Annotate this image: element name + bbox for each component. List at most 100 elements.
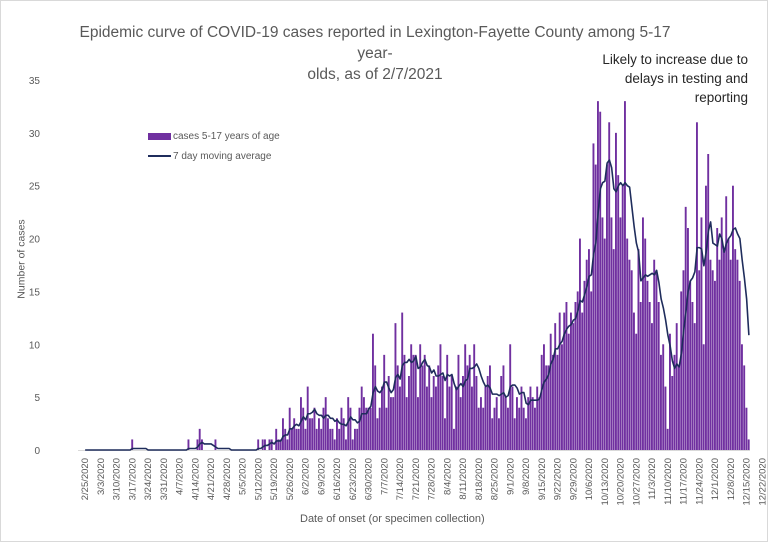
x-tick-label: 8/11/2020: [458, 458, 469, 500]
bar: [711, 270, 714, 450]
y-tick-label: 25: [29, 182, 41, 193]
bar: [637, 249, 640, 450]
bar: [698, 270, 701, 450]
x-tick-label: 7/14/2020: [395, 458, 406, 500]
bar: [565, 302, 568, 450]
chart-title-line-2: olds, as of 2/7/2021: [307, 66, 443, 83]
bar: [741, 344, 743, 450]
bar: [628, 259, 631, 450]
bar: [313, 407, 316, 450]
bar: [570, 312, 572, 450]
x-tick-label: 7/28/2020: [427, 458, 438, 500]
bar: [513, 418, 516, 450]
x-tick-label: 10/27/2020: [631, 458, 642, 506]
x-tick-label: 12/15/2020: [742, 458, 753, 506]
bar: [567, 333, 570, 450]
bar: [561, 344, 563, 450]
bar: [696, 122, 698, 451]
bar: [502, 365, 505, 450]
bar: [453, 428, 455, 450]
bar: [336, 418, 338, 450]
x-tick-label: 11/17/2020: [679, 458, 690, 505]
bar: [509, 344, 512, 450]
bar: [324, 397, 327, 450]
bar: [720, 217, 723, 450]
bar: [597, 101, 599, 451]
x-tick-label: 3/31/2020: [159, 458, 170, 500]
bar: [536, 386, 539, 450]
x-tick-label: 10/13/2020: [600, 458, 611, 506]
bar: [657, 302, 660, 450]
y-tick-label: 5: [34, 393, 40, 404]
bar: [446, 354, 449, 450]
x-tick-label: 9/1/2020: [505, 458, 516, 495]
bar: [333, 439, 336, 450]
bar: [473, 344, 476, 450]
bar: [441, 376, 444, 450]
bar: [615, 132, 617, 450]
y-tick-label: 35: [29, 76, 41, 87]
bar: [306, 386, 309, 450]
bar: [648, 302, 651, 450]
bar: [729, 259, 732, 450]
bar: [610, 217, 613, 450]
x-tick-label: 8/18/2020: [474, 458, 485, 500]
bar: [320, 428, 323, 450]
bar: [736, 259, 739, 450]
bar: [500, 376, 503, 450]
bar: [693, 323, 696, 450]
bar: [702, 344, 705, 450]
x-tick-label: 3/17/2020: [127, 458, 138, 500]
bar: [367, 407, 370, 450]
bar: [723, 249, 725, 450]
bar: [482, 407, 485, 450]
bar: [309, 418, 311, 450]
bar: [606, 164, 608, 451]
bar: [572, 323, 575, 450]
x-tick-label: 7/21/2020: [411, 458, 422, 500]
bar: [662, 344, 665, 450]
x-tick-label: 3/10/2020: [112, 458, 123, 500]
bar: [588, 249, 590, 450]
bar: [745, 407, 748, 450]
legend-label-cases: cases 5-17 years of age: [173, 130, 280, 142]
bar: [732, 185, 734, 450]
bar: [396, 365, 399, 450]
bar: [464, 344, 467, 450]
x-tick-label: 4/28/2020: [222, 458, 233, 500]
bar: [376, 418, 379, 450]
bar: [655, 270, 658, 450]
bar: [304, 428, 307, 450]
x-tick-label: 9/15/2020: [537, 458, 548, 500]
bar: [581, 312, 584, 450]
bar: [687, 228, 689, 450]
y-tick-label: 10: [29, 340, 41, 351]
bar: [529, 386, 532, 450]
x-tick-label: 5/5/2020: [238, 458, 249, 495]
bar: [498, 418, 500, 450]
bar: [399, 386, 401, 450]
x-tick-label: 4/14/2020: [190, 458, 201, 500]
bar: [302, 407, 305, 450]
bar: [414, 354, 417, 450]
bar: [734, 249, 737, 450]
y-axis-label: Number of cases: [15, 219, 28, 299]
bar: [646, 280, 649, 450]
bar: [495, 397, 498, 450]
x-tick-label: 5/12/2020: [253, 458, 264, 500]
bar: [297, 428, 300, 450]
bar: [484, 386, 487, 450]
bar: [707, 154, 710, 450]
annotation-line-1: Likely to increase due to: [602, 52, 748, 67]
bar: [700, 217, 703, 450]
bar: [363, 397, 365, 450]
x-tick-label: 8/25/2020: [490, 458, 501, 500]
x-tick-label: 4/21/2020: [206, 458, 217, 500]
x-tick-label: 9/22/2020: [553, 458, 564, 500]
bar: [257, 439, 260, 450]
bar: [383, 354, 386, 450]
bar: [365, 407, 368, 450]
bar: [718, 259, 721, 450]
x-tick-label: 4/7/2020: [175, 458, 186, 495]
bar: [486, 376, 489, 450]
